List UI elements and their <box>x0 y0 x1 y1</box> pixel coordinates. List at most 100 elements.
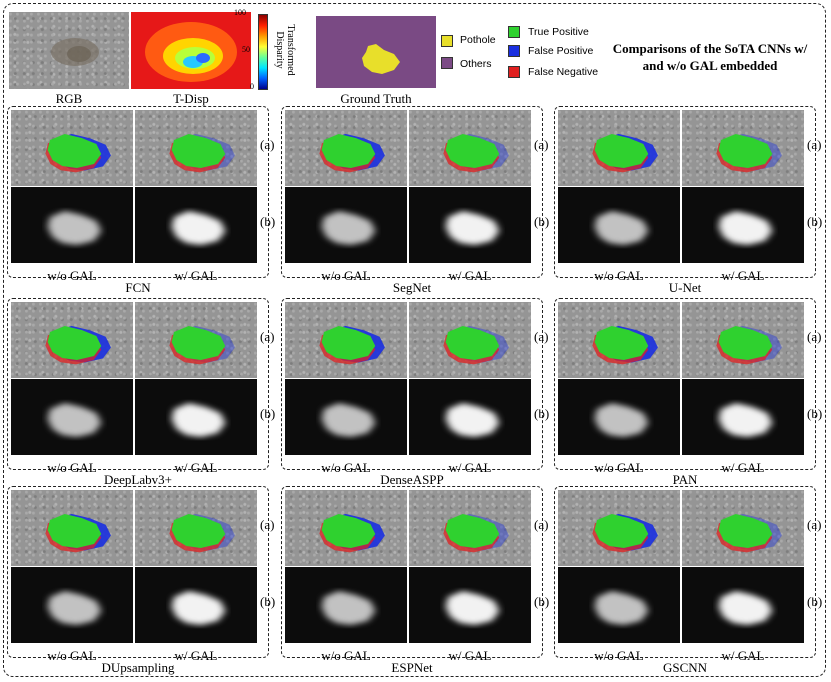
segnet-with-gal-probability-map <box>409 187 531 263</box>
espnet-with-gal-segmentation <box>409 490 531 566</box>
denseaspp-with-gal-probability-map <box>409 379 531 455</box>
denseaspp-row-tag-a: (a) <box>534 329 549 344</box>
panel-pan: w/o GAL w/ GAL (a) (b) <box>554 298 822 475</box>
pan-with-gal-probability-map <box>682 379 804 455</box>
false-positive-swatch <box>508 45 520 57</box>
u-net-without-gal-segmentation <box>558 110 680 186</box>
method-name-u-net: U-Net <box>668 280 702 295</box>
denseaspp-without-gal-label: w/o GAL <box>321 460 371 475</box>
segnet-row-tag-b: (b) <box>534 214 550 229</box>
colorbar-mid: 50 <box>242 45 250 54</box>
method-name-gscnn: GSCNN <box>662 660 708 675</box>
deeplabv3-without-gal-segmentation <box>11 302 133 378</box>
figure-title: Comparisons of the SoTA CNNs w/ and w/o … <box>612 41 808 73</box>
gscnn-with-gal-label: w/ GAL <box>721 648 765 663</box>
gscnn-row-tag-b: (b) <box>807 594 823 609</box>
rgb-image <box>9 12 129 89</box>
fcn-with-gal-segmentation <box>135 110 257 186</box>
deeplabv3-with-gal-label: w/ GAL <box>174 460 218 475</box>
method-name-espnet: ESPNet <box>391 660 433 675</box>
u-net-without-gal-label: w/o GAL <box>594 268 644 283</box>
espnet-with-gal-probability-map <box>409 567 531 643</box>
espnet-without-gal-label: w/o GAL <box>321 648 371 663</box>
gscnn-without-gal-probability-map <box>558 567 680 643</box>
espnet-row-tag-a: (a) <box>534 517 549 532</box>
method-name-deeplabv3: DeepLabv3+ <box>104 472 172 487</box>
fcn-without-gal-label: w/o GAL <box>47 268 97 283</box>
u-net-with-gal-segmentation <box>682 110 804 186</box>
fcn-row-tag-a: (a) <box>260 137 275 152</box>
rgb-label: RGB <box>55 91 83 106</box>
panel-dupsampling: w/o GAL w/ GAL (a) (b) <box>7 486 275 663</box>
method-name-pan: PAN <box>672 472 698 487</box>
dupsampling-row-tag-a: (a) <box>260 517 275 532</box>
colorbar-title: Transformed Disparity <box>274 24 296 76</box>
pan-row-tag-b: (b) <box>807 406 823 421</box>
method-name-segnet: SegNet <box>392 280 432 295</box>
dupsampling-with-gal-label: w/ GAL <box>174 648 218 663</box>
ground-truth-image <box>316 16 436 88</box>
deeplabv3-without-gal-probability-map <box>11 379 133 455</box>
espnet-with-gal-label: w/ GAL <box>448 648 492 663</box>
tdisp-label: T-Disp <box>173 91 209 106</box>
others-legend: Others <box>460 58 492 70</box>
segnet-without-gal-label: w/o GAL <box>321 268 371 283</box>
dupsampling-row-tag-b: (b) <box>260 594 276 609</box>
u-net-row-tag-b: (b) <box>807 214 823 229</box>
colorbar-min: 0 <box>250 82 254 91</box>
u-net-without-gal-probability-map <box>558 187 680 263</box>
deeplabv3-with-gal-probability-map <box>135 379 257 455</box>
gscnn-row-tag-a: (a) <box>807 517 822 532</box>
method-name-denseaspp: DenseASPP <box>380 472 444 487</box>
gscnn-with-gal-probability-map <box>682 567 804 643</box>
denseaspp-without-gal-probability-map <box>285 379 407 455</box>
pan-with-gal-segmentation <box>682 302 804 378</box>
colorbar-max: 100 <box>234 8 246 17</box>
fcn-without-gal-probability-map <box>11 187 133 263</box>
false-negative-swatch <box>508 66 520 78</box>
colorbar <box>258 14 268 90</box>
gscnn-with-gal-segmentation <box>682 490 804 566</box>
true-positive-legend: True Positive <box>528 26 589 38</box>
figure-frame <box>3 3 826 677</box>
pan-without-gal-label: w/o GAL <box>594 460 644 475</box>
pan-with-gal-label: w/ GAL <box>721 460 765 475</box>
panel-segnet: w/o GAL w/ GAL (a) (b) <box>281 106 549 283</box>
segnet-row-tag-a: (a) <box>534 137 549 152</box>
method-name-fcn: FCN <box>125 280 151 295</box>
denseaspp-row-tag-b: (b) <box>534 406 550 421</box>
panel-fcn: w/o GAL w/ GAL (a) (b) <box>7 106 275 283</box>
fcn-with-gal-label: w/ GAL <box>174 268 218 283</box>
panel-u-net: w/o GAL w/ GAL (a) (b) <box>554 106 822 283</box>
panel-denseaspp: w/o GAL w/ GAL (a) (b) <box>281 298 549 475</box>
denseaspp-with-gal-segmentation <box>409 302 531 378</box>
espnet-without-gal-probability-map <box>285 567 407 643</box>
panel-espnet: w/o GAL w/ GAL (a) (b) <box>281 486 549 663</box>
method-name-dupsampling: DUpsampling <box>101 660 175 675</box>
ground-truth-label: Ground Truth <box>340 91 412 106</box>
deeplabv3-row-tag-a: (a) <box>260 329 275 344</box>
fcn-with-gal-probability-map <box>135 187 257 263</box>
false-positive-legend: False Positive <box>528 45 594 57</box>
pan-without-gal-probability-map <box>558 379 680 455</box>
tdisp-image <box>131 12 251 89</box>
u-net-with-gal-probability-map <box>682 187 804 263</box>
dupsampling-without-gal-segmentation <box>11 490 133 566</box>
pan-row-tag-a: (a) <box>807 329 822 344</box>
gscnn-without-gal-segmentation <box>558 490 680 566</box>
fcn-row-tag-b: (b) <box>260 214 276 229</box>
true-positive-swatch <box>508 26 520 38</box>
espnet-without-gal-segmentation <box>285 490 407 566</box>
dupsampling-with-gal-probability-map <box>135 567 257 643</box>
fcn-without-gal-segmentation <box>11 110 133 186</box>
dupsampling-without-gal-probability-map <box>11 567 133 643</box>
denseaspp-with-gal-label: w/ GAL <box>448 460 492 475</box>
pan-without-gal-segmentation <box>558 302 680 378</box>
dupsampling-with-gal-segmentation <box>135 490 257 566</box>
gscnn-without-gal-label: w/o GAL <box>594 648 644 663</box>
segnet-without-gal-segmentation <box>285 110 407 186</box>
deeplabv3-without-gal-label: w/o GAL <box>47 460 97 475</box>
pothole-legend: Pothole <box>460 34 496 46</box>
espnet-row-tag-b: (b) <box>534 594 550 609</box>
segnet-without-gal-probability-map <box>285 187 407 263</box>
